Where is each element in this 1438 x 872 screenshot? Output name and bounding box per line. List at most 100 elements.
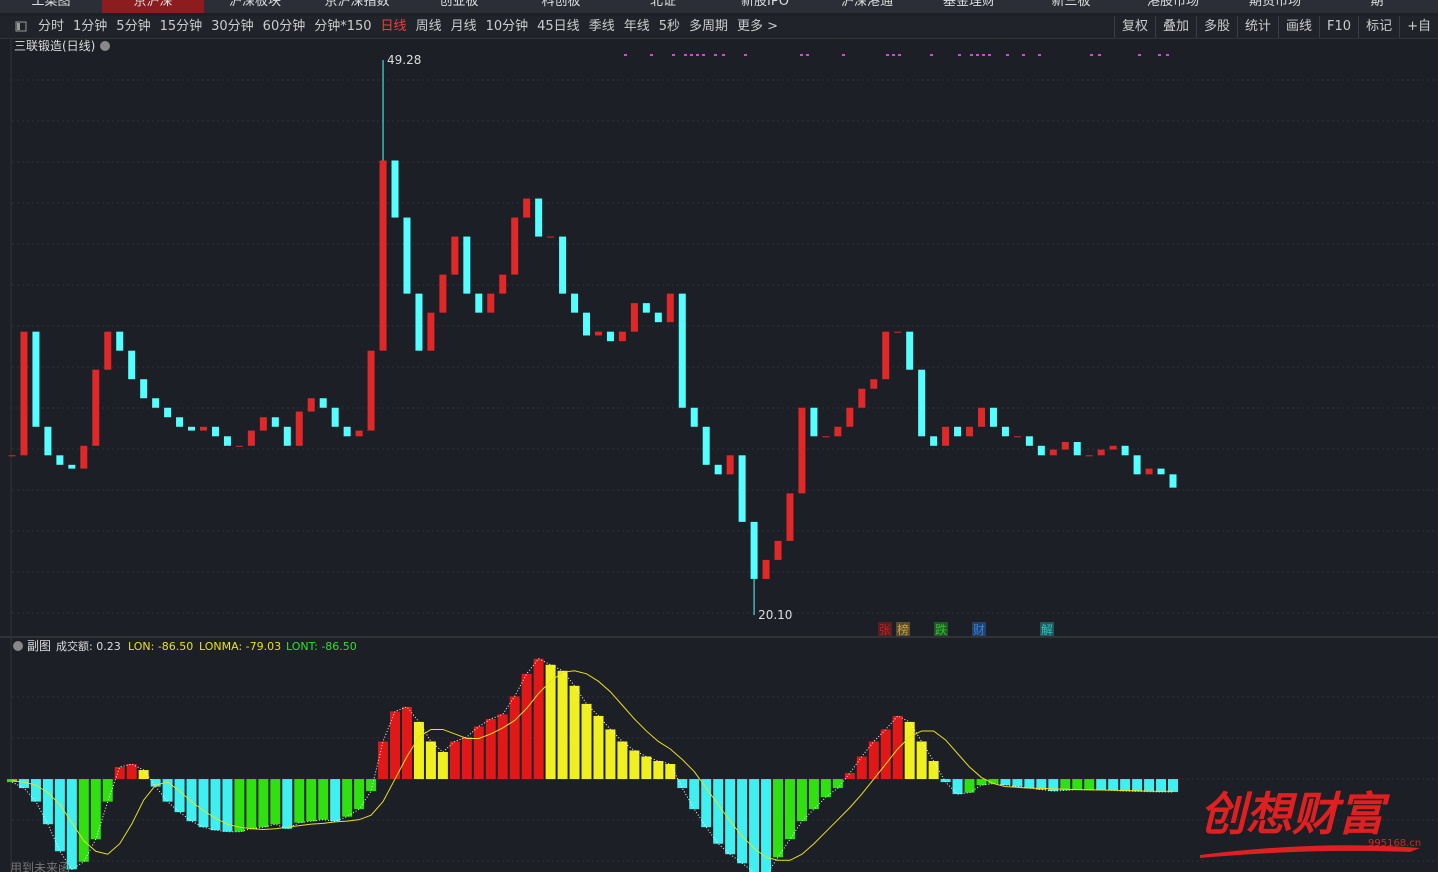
indicator-name: 副图 xyxy=(27,639,51,653)
nav-tab[interactable]: 港股市场 xyxy=(1146,0,1199,9)
candle xyxy=(774,540,782,560)
signal-dot xyxy=(1022,54,1025,56)
signal-dot xyxy=(930,54,933,56)
marker: 解 xyxy=(1041,623,1053,637)
period-tab[interactable]: 周线 xyxy=(415,19,442,34)
watermark-brand: 创想财富 xyxy=(1200,787,1391,841)
lon-bar xyxy=(557,670,568,780)
nav-tab[interactable]: 沪深港通 xyxy=(840,0,893,9)
period-tab[interactable]: 更多 > xyxy=(737,19,779,34)
lon-line xyxy=(11,658,1174,872)
lon-bar xyxy=(354,779,365,810)
period-tab[interactable]: 10分钟 xyxy=(485,19,529,34)
period-tab[interactable]: 5分钟 xyxy=(116,19,151,34)
candle xyxy=(798,407,806,494)
candle xyxy=(1157,468,1165,475)
signal-dot xyxy=(976,54,979,56)
candle xyxy=(32,331,40,427)
lon-bar xyxy=(198,779,209,828)
nav-tab[interactable]: 新股IPO xyxy=(741,0,789,9)
period-tab[interactable]: 季线 xyxy=(588,19,615,34)
title-toggle xyxy=(100,41,110,51)
nav-tab[interactable]: 沪深板块 xyxy=(228,0,281,9)
lon-bar xyxy=(665,764,676,780)
signal-dot xyxy=(1006,54,1009,56)
candle xyxy=(547,236,555,238)
lon-bar xyxy=(162,779,173,802)
lon-bar xyxy=(617,741,628,780)
candle xyxy=(391,160,399,218)
lon-bar xyxy=(952,779,963,795)
period-tab[interactable]: 日线 xyxy=(380,19,407,34)
candle xyxy=(966,426,974,437)
tool-button[interactable]: 叠加 xyxy=(1154,16,1196,38)
period-tab[interactable]: 分时 xyxy=(38,19,65,34)
nav-tab[interactable]: 期 xyxy=(1370,0,1384,9)
candle xyxy=(379,160,387,351)
tool-button[interactable]: +自 xyxy=(1399,16,1438,38)
lon-bar xyxy=(485,718,496,780)
candle xyxy=(1145,468,1153,475)
candle xyxy=(594,331,602,336)
lon-bar xyxy=(366,779,377,792)
tool-button[interactable]: F10 xyxy=(1319,16,1358,38)
signal-dot xyxy=(722,54,725,56)
candle xyxy=(56,455,64,465)
tool-button[interactable]: 标记 xyxy=(1358,16,1399,38)
nav-tab[interactable]: 新三板 xyxy=(1051,0,1091,9)
nav-tab[interactable]: 基金理财 xyxy=(942,0,995,9)
period-tab[interactable]: 年线 xyxy=(623,19,650,34)
lon-bar xyxy=(270,779,281,825)
period-tab[interactable]: 5秒 xyxy=(658,19,680,34)
indicator-label: LONT: -86.50 xyxy=(286,640,357,653)
candle xyxy=(1085,455,1093,457)
nav-tab[interactable]: 京沪深 xyxy=(102,0,204,13)
signal-dot xyxy=(806,54,809,56)
nav-tab[interactable]: 创业板 xyxy=(439,0,479,9)
signal-dot xyxy=(886,54,889,56)
lon-bar xyxy=(1012,779,1023,787)
lon-bar xyxy=(390,711,401,780)
signal-dot xyxy=(1038,54,1041,56)
period-tab[interactable]: 多周期 xyxy=(689,19,729,34)
nav-tab[interactable]: 京沪深指数 xyxy=(324,0,390,9)
nav-tab[interactable]: 期货市场 xyxy=(1248,0,1301,9)
nav-bar: 工菜图 京沪深 沪深板块 京沪深指数 创业板 科创板 北证 新股IPO 沪深港通 基金理财 新三板 港… xyxy=(0,0,1438,13)
tool-button[interactable]: 统计 xyxy=(1237,16,1278,38)
price-panel xyxy=(0,39,1438,637)
period-tab[interactable]: 月线 xyxy=(450,19,477,34)
nav-tab[interactable]: 北证 xyxy=(649,0,676,9)
nav-tab[interactable]: 工菜图 xyxy=(31,0,71,9)
candle xyxy=(164,407,172,418)
tool-button[interactable]: 画线 xyxy=(1278,16,1319,38)
period-tab[interactable]: 45日线 xyxy=(537,19,580,34)
period-tab[interactable]: 60分钟 xyxy=(262,19,306,34)
period-tab[interactable]: 分钟*150 xyxy=(314,19,372,34)
candle xyxy=(259,417,267,431)
candle xyxy=(475,293,483,313)
candle xyxy=(331,407,339,427)
candle xyxy=(1061,441,1069,450)
tool-button[interactable]: 复权 xyxy=(1113,16,1155,38)
tool-button[interactable]: 多股 xyxy=(1196,16,1237,38)
period-tab[interactable]: 1分钟 xyxy=(73,19,108,34)
watermark-swoosh xyxy=(1200,845,1420,858)
extreme-label: 49.28 xyxy=(387,53,421,67)
lon-bar xyxy=(856,756,867,780)
period-tab[interactable]: 30分钟 xyxy=(211,19,254,34)
candle xyxy=(810,407,818,437)
candle xyxy=(44,426,52,456)
period-tab[interactable]: 15分钟 xyxy=(159,19,203,34)
candle xyxy=(954,426,962,437)
candle xyxy=(989,407,997,427)
lon-bar xyxy=(30,779,41,802)
lon-bar xyxy=(569,685,580,780)
marker: 张 xyxy=(879,623,891,637)
candle xyxy=(750,521,758,579)
candle xyxy=(128,350,136,380)
lon-bar xyxy=(1084,779,1095,790)
lon-bar xyxy=(928,761,939,780)
nav-tab[interactable]: 科创板 xyxy=(541,0,581,9)
